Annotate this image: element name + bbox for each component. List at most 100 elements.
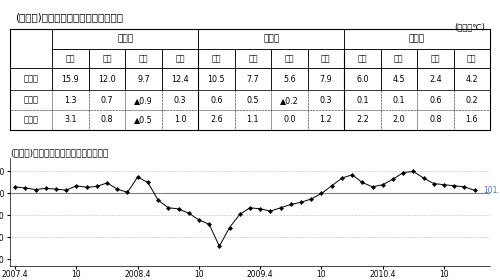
- Text: 1.0: 1.0: [174, 115, 186, 125]
- Bar: [380, 69, 417, 90]
- Bar: [88, 90, 125, 110]
- Text: 7.7: 7.7: [246, 75, 260, 84]
- Text: 15.9: 15.9: [62, 75, 80, 84]
- Text: 1.2: 1.2: [320, 115, 332, 125]
- Text: 10.5: 10.5: [208, 75, 225, 84]
- Text: 下旬: 下旬: [284, 54, 294, 63]
- Bar: [52, 29, 198, 49]
- Text: 前年差: 前年差: [24, 95, 38, 105]
- Bar: [417, 49, 454, 69]
- Text: 下旬: 下旬: [138, 54, 148, 63]
- Text: 2.0: 2.0: [392, 115, 405, 125]
- Bar: [344, 110, 381, 130]
- Bar: [417, 90, 454, 110]
- Text: 平　均: 平 均: [263, 34, 279, 43]
- Text: 0.6: 0.6: [429, 95, 442, 105]
- Text: 上旬: 上旬: [212, 54, 221, 63]
- Text: (参考２)　発受電電力量対前年比の推移: (参考２) 発受電電力量対前年比の推移: [10, 148, 108, 158]
- Text: 平年差: 平年差: [24, 115, 38, 125]
- Bar: [10, 29, 52, 69]
- Text: 1.3: 1.3: [64, 95, 76, 105]
- Text: (参考１)名古屋地区の気温（１２月）: (参考１)名古屋地区の気温（１２月）: [15, 13, 123, 23]
- Bar: [162, 49, 198, 69]
- Text: ▲0.9: ▲0.9: [134, 95, 153, 105]
- Bar: [52, 49, 88, 69]
- Bar: [198, 90, 234, 110]
- Bar: [234, 90, 271, 110]
- Bar: [308, 90, 344, 110]
- Text: 3.1: 3.1: [64, 115, 76, 125]
- Bar: [198, 110, 234, 130]
- Bar: [125, 90, 162, 110]
- Bar: [308, 110, 344, 130]
- Bar: [88, 69, 125, 90]
- Text: 5.6: 5.6: [283, 75, 296, 84]
- Bar: [198, 49, 234, 69]
- Bar: [10, 110, 52, 130]
- Bar: [308, 49, 344, 69]
- Text: 上旬: 上旬: [358, 54, 367, 63]
- Bar: [454, 110, 490, 130]
- Bar: [380, 110, 417, 130]
- Text: (単位：℃): (単位：℃): [454, 22, 485, 31]
- Bar: [125, 69, 162, 90]
- Text: 0.1: 0.1: [392, 95, 405, 105]
- Text: 下旬: 下旬: [430, 54, 440, 63]
- Text: 0.7: 0.7: [100, 95, 114, 105]
- Text: 0.8: 0.8: [100, 115, 113, 125]
- Bar: [417, 69, 454, 90]
- Text: 0.5: 0.5: [246, 95, 259, 105]
- Bar: [198, 69, 234, 90]
- Bar: [162, 69, 198, 90]
- Bar: [454, 69, 490, 90]
- Bar: [52, 69, 88, 90]
- Bar: [344, 90, 381, 110]
- Text: 本　年: 本 年: [24, 75, 38, 84]
- Text: 0.3: 0.3: [320, 95, 332, 105]
- Text: 0.2: 0.2: [466, 95, 478, 105]
- Text: 0.0: 0.0: [283, 115, 296, 125]
- Bar: [454, 49, 490, 69]
- Bar: [454, 90, 490, 110]
- Text: 101.4: 101.4: [483, 186, 500, 195]
- Text: 1.1: 1.1: [246, 115, 259, 125]
- Bar: [234, 110, 271, 130]
- Bar: [417, 110, 454, 130]
- Bar: [88, 110, 125, 130]
- Bar: [52, 110, 88, 130]
- Text: 0.1: 0.1: [356, 95, 368, 105]
- Bar: [308, 69, 344, 90]
- Text: 9.7: 9.7: [137, 75, 150, 84]
- Bar: [198, 29, 344, 49]
- Text: 中旬: 中旬: [394, 54, 404, 63]
- Bar: [344, 69, 381, 90]
- Text: 最　低: 最 低: [409, 34, 425, 43]
- Bar: [380, 49, 417, 69]
- Text: 2.2: 2.2: [356, 115, 368, 125]
- Text: 1.6: 1.6: [466, 115, 478, 125]
- Bar: [271, 49, 308, 69]
- Bar: [344, 29, 490, 49]
- Text: 0.3: 0.3: [174, 95, 186, 105]
- Bar: [344, 49, 381, 69]
- Bar: [125, 110, 162, 130]
- Bar: [10, 69, 52, 90]
- Bar: [10, 29, 490, 130]
- Text: 最　高: 最 高: [117, 34, 134, 43]
- Text: 12.4: 12.4: [171, 75, 188, 84]
- Bar: [162, 110, 198, 130]
- Bar: [10, 90, 52, 110]
- Text: 上旬: 上旬: [66, 54, 75, 63]
- Bar: [52, 90, 88, 110]
- Bar: [271, 69, 308, 90]
- Bar: [271, 110, 308, 130]
- Text: ▲0.2: ▲0.2: [280, 95, 298, 105]
- Text: 中旬: 中旬: [248, 54, 258, 63]
- Text: 2.6: 2.6: [210, 115, 222, 125]
- Text: 月間: 月間: [321, 54, 330, 63]
- Text: ▲0.5: ▲0.5: [134, 115, 153, 125]
- Bar: [234, 49, 271, 69]
- Text: 中旬: 中旬: [102, 54, 112, 63]
- Text: 0.8: 0.8: [429, 115, 442, 125]
- Text: 月間: 月間: [467, 54, 476, 63]
